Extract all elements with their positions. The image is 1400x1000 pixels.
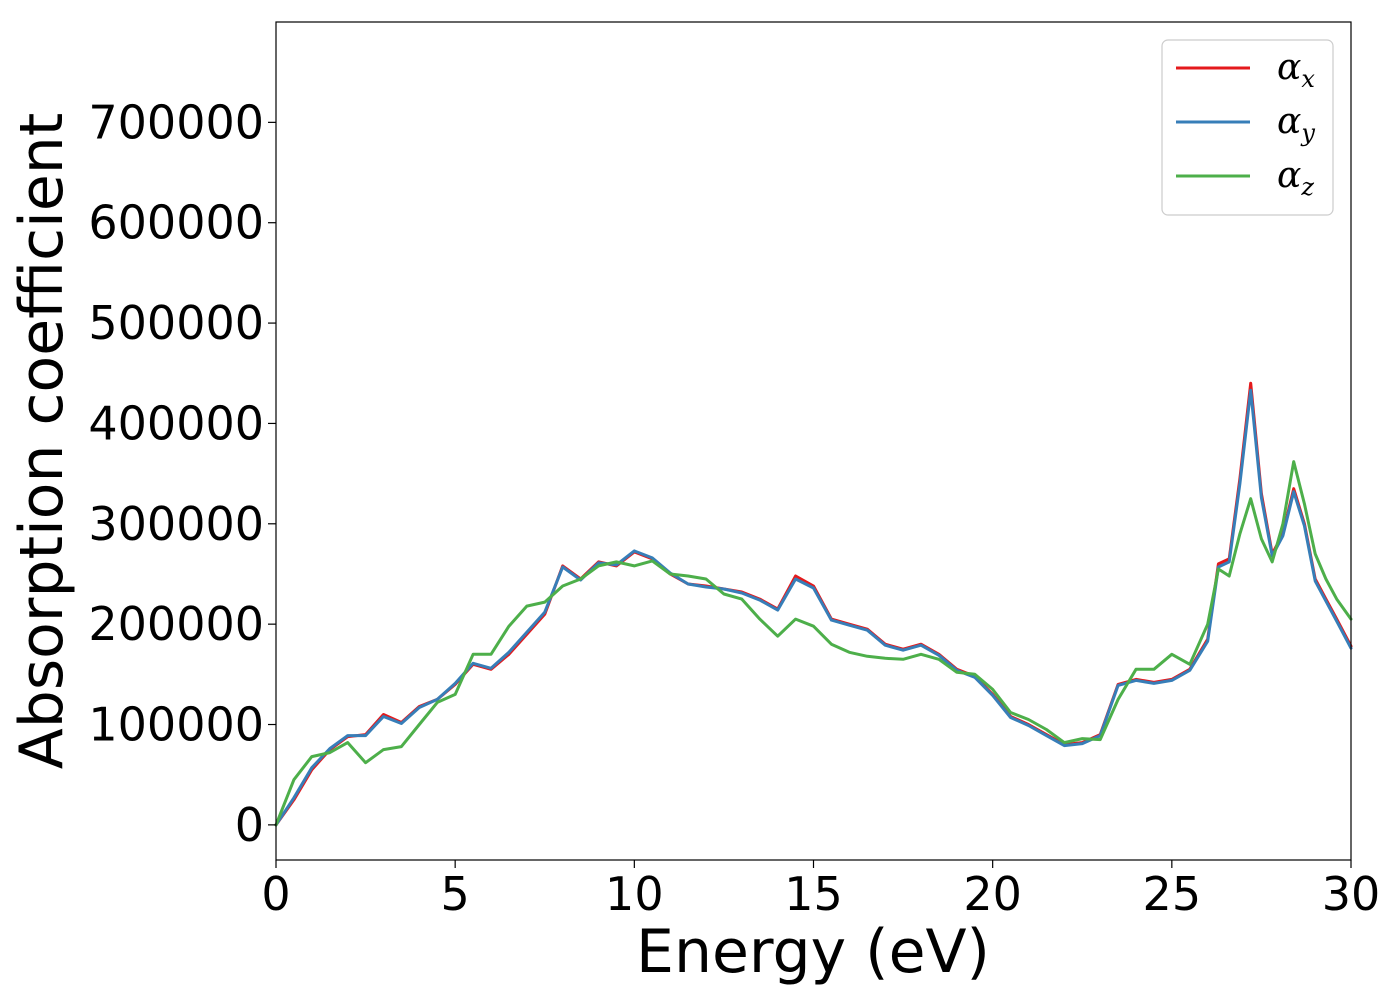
legend-box: [1161, 39, 1334, 216]
x-tick-label: 5: [441, 867, 470, 921]
y-tick-label: 100000: [88, 698, 264, 752]
x-tick-label: 15: [784, 867, 843, 921]
y-tick-label: 700000: [88, 95, 264, 149]
x-axis-label: Energy (eV): [636, 917, 990, 987]
y-tick-label: 500000: [88, 296, 264, 350]
x-tick-label: 0: [261, 867, 290, 921]
y-axis-ticks: 0 100000 200000 300000 400000 500000 600000 700…: [88, 95, 276, 852]
y-tick-label: 300000: [88, 497, 264, 551]
series-line-y: [274, 388, 1353, 827]
y-tick-label: 400000: [88, 396, 264, 450]
y-tick-label: 200000: [88, 597, 264, 651]
x-tick-label: 10: [605, 867, 664, 921]
y-tick-label: 0: [235, 798, 264, 852]
x-tick-label: 25: [1143, 867, 1202, 921]
series-line-z: [274, 460, 1353, 827]
x-tick-label: 30: [1322, 867, 1381, 921]
x-tick-label: 20: [963, 867, 1022, 921]
y-axis-label: Absorption coefficient: [7, 113, 77, 770]
y-tick-label: 600000: [88, 196, 264, 250]
series-layer: [274, 381, 1353, 827]
x-axis-ticks: 0 5 10 15 20 25 30: [261, 860, 1380, 921]
